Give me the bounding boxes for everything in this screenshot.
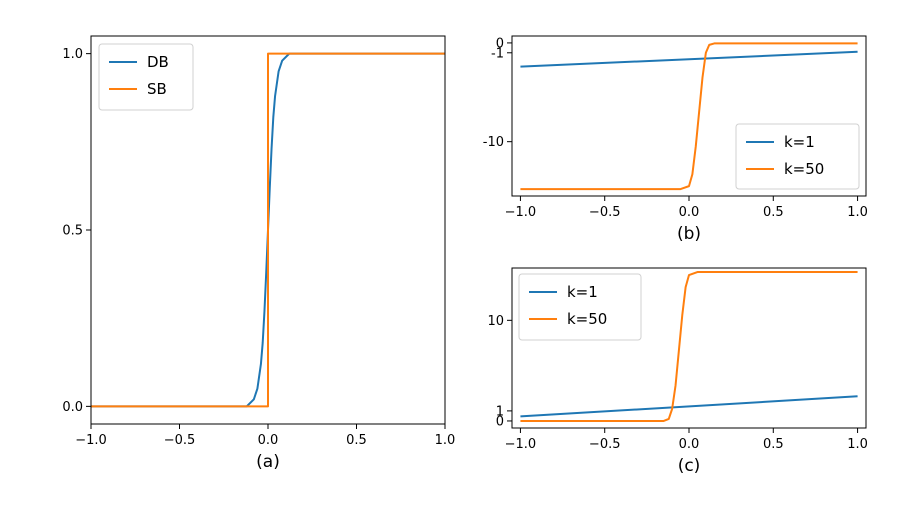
x-tick-label: 0.0 xyxy=(679,437,700,452)
y-tick-label: 0 xyxy=(496,36,504,51)
legend-label: DB xyxy=(147,53,169,71)
legend-label: k=1 xyxy=(784,133,815,151)
x-tick-label: −1.0 xyxy=(505,205,537,220)
legend-label: SB xyxy=(147,80,167,98)
y-tick-label: 1.0 xyxy=(62,47,83,62)
y-tick-label: 0 xyxy=(496,414,504,429)
y-tick-label: 0.0 xyxy=(62,400,83,415)
chart-panel-a: −1.0 −0.5 0.0 0.5 1.0 0.0 0.5 1.0 (a) DB SB xyxy=(62,35,456,472)
series-line-1 xyxy=(520,50,858,68)
series-line-2 xyxy=(91,52,445,408)
x-tick-label: 1.0 xyxy=(847,205,868,220)
x-tick-label: 0.0 xyxy=(258,433,279,448)
legend-label: k=50 xyxy=(567,310,607,328)
legend-label: k=50 xyxy=(784,160,824,178)
y-tick-label: -10 xyxy=(483,135,504,150)
x-tick-label: 0.5 xyxy=(346,433,367,448)
series-line-1 xyxy=(520,395,858,418)
legend-label: k=1 xyxy=(567,283,598,301)
legend: k=1 k=50 xyxy=(518,273,642,341)
panel-label: (c) xyxy=(678,456,701,476)
x-tick-label: 0.0 xyxy=(679,205,700,220)
series-line-2 xyxy=(520,42,858,191)
x-tick-label: 1.0 xyxy=(847,437,868,452)
x-tick-label: 0.5 xyxy=(763,437,784,452)
panel-label: (a) xyxy=(256,452,280,472)
legend-box xyxy=(98,43,194,111)
x-tick-label: −0.5 xyxy=(589,205,621,220)
x-tick-label: 1.0 xyxy=(435,433,456,448)
legend: DB SB xyxy=(98,43,194,111)
legend: k=1 k=50 xyxy=(735,123,860,190)
x-tick-label: −0.5 xyxy=(164,433,196,448)
panel-label: (b) xyxy=(677,224,701,244)
series-line-2 xyxy=(520,271,858,422)
x-tick-label: −1.0 xyxy=(75,433,107,448)
y-tick-label: 0.5 xyxy=(62,224,83,239)
chart-panel-b: −1.0 −0.5 0.0 0.5 1.0 0-1 -10 (b) k=1 k=50 xyxy=(483,35,868,244)
y-tick-label: 10 xyxy=(487,314,504,329)
chart-panel-c: −1.0 −0.5 0.0 0.5 1.0 01 10 (c) k=1 k=50 xyxy=(487,267,868,476)
x-tick-label: 0.5 xyxy=(763,205,784,220)
y-tick-label: -1 xyxy=(491,46,504,61)
x-tick-label: −0.5 xyxy=(589,437,621,452)
y-tick-label: 1 xyxy=(496,404,504,419)
x-tick-label: −1.0 xyxy=(505,437,537,452)
legend-box xyxy=(518,273,642,341)
legend-box xyxy=(735,123,860,190)
